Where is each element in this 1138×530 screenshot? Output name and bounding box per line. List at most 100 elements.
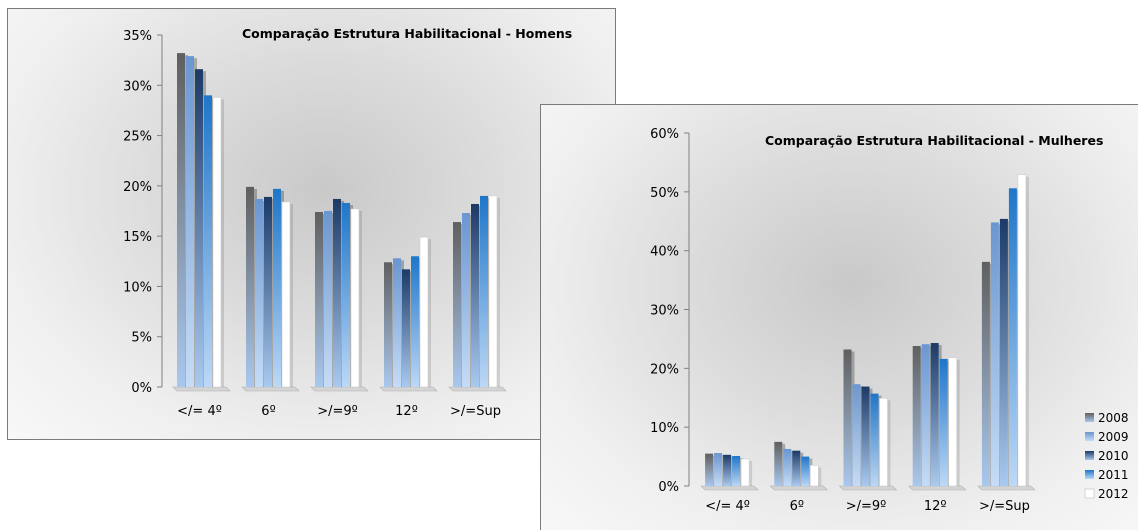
- bar: [801, 456, 810, 486]
- bar: [324, 211, 332, 387]
- category-floor: [172, 386, 231, 392]
- x-tick-label: </= 4º: [177, 404, 222, 419]
- bar: [212, 97, 222, 388]
- x-tick-label: </= 4º: [705, 499, 750, 514]
- y-tick-label: 10%: [123, 280, 152, 295]
- legend-label: 2010: [1098, 449, 1129, 463]
- bar-side: [221, 99, 224, 388]
- bar: [419, 236, 429, 388]
- bar: [488, 195, 498, 388]
- y-tick-label: 60%: [650, 127, 679, 142]
- bar: [1008, 188, 1017, 486]
- y-tick-label: 40%: [650, 245, 679, 260]
- bar: [912, 345, 921, 486]
- bar: [402, 269, 410, 387]
- category-floor: [241, 386, 300, 392]
- bar: [246, 186, 254, 387]
- bar: [264, 196, 272, 387]
- legend-swatch: [1085, 451, 1094, 460]
- legend-swatch: [1085, 470, 1094, 479]
- bar: [186, 56, 194, 388]
- bar: [861, 386, 870, 486]
- bar: [723, 454, 732, 486]
- chart-title: Comparação Estrutura Habilitacional - Mu…: [765, 133, 1103, 148]
- legend-swatch: [1085, 432, 1094, 441]
- y-tick-label: 25%: [123, 130, 152, 145]
- x-tick-label: >/=Sup: [450, 404, 501, 419]
- men-chart: Comparação Estrutura Habilitacional - Ho…: [123, 26, 572, 419]
- men-chart-panel: Comparação Estrutura Habilitacional - Ho…: [7, 8, 616, 440]
- bar: [333, 198, 341, 387]
- bar-side: [818, 467, 822, 486]
- bar: [792, 450, 801, 486]
- bar-side: [887, 400, 891, 486]
- bar: [843, 349, 852, 486]
- legend-label: 2008: [1098, 411, 1129, 425]
- x-tick-label: >/=Sup: [979, 499, 1030, 514]
- chart-title: Comparação Estrutura Habilitacional - Ho…: [242, 26, 572, 41]
- category-floor: [700, 485, 759, 491]
- bar: [852, 384, 861, 486]
- bar: [939, 358, 948, 486]
- bar: [999, 218, 1008, 486]
- legend-label: 2009: [1098, 430, 1129, 444]
- bar: [948, 357, 958, 487]
- bar: [930, 343, 939, 486]
- bar: [783, 448, 792, 486]
- bar: [921, 344, 930, 486]
- category-floor: [448, 386, 507, 392]
- category-floor: [838, 485, 898, 491]
- bar: [705, 453, 714, 486]
- y-tick-label: 20%: [650, 362, 679, 377]
- bar-side: [1025, 176, 1029, 486]
- category-floor: [769, 485, 829, 491]
- bar: [453, 222, 461, 387]
- x-tick-label: 6º: [790, 499, 804, 514]
- women-chart: Comparação Estrutura Habilitacional - Mu…: [650, 127, 1129, 514]
- bar: [281, 201, 291, 388]
- y-tick-label: 50%: [650, 186, 679, 201]
- y-tick-label: 5%: [131, 331, 152, 346]
- bar-side: [359, 210, 362, 387]
- y-tick-label: 30%: [123, 79, 152, 94]
- women-chart-panel: Comparação Estrutura Habilitacional - Mu…: [540, 104, 1138, 530]
- bar: [870, 393, 879, 486]
- bar-side: [428, 239, 431, 387]
- x-tick-label: >/=9º: [317, 404, 358, 419]
- bar: [350, 208, 360, 388]
- bar: [740, 458, 750, 487]
- y-tick-label: 35%: [123, 29, 152, 44]
- bar: [255, 198, 263, 387]
- bar-side: [290, 203, 293, 387]
- category-floor: [379, 386, 438, 392]
- bar: [981, 261, 990, 486]
- y-tick-label: 10%: [650, 421, 679, 436]
- y-tick-label: 30%: [650, 304, 679, 319]
- x-tick-label: 6º: [261, 404, 275, 419]
- legend-label: 2011: [1098, 468, 1129, 482]
- y-tick-label: 15%: [123, 230, 152, 245]
- bar: [384, 262, 392, 387]
- legend-swatch: [1085, 413, 1094, 422]
- bar-side: [749, 460, 753, 486]
- legend-swatch: [1084, 488, 1095, 499]
- bar: [471, 203, 479, 387]
- bar: [809, 465, 819, 487]
- y-tick-label: 0%: [658, 480, 679, 495]
- y-tick-label: 20%: [123, 180, 152, 195]
- bar: [393, 258, 401, 387]
- bar: [732, 455, 741, 486]
- category-floor: [977, 485, 1036, 491]
- bar: [204, 95, 212, 387]
- x-tick-label: >/=9º: [846, 499, 887, 514]
- bar: [315, 212, 323, 387]
- y-tick-label: 0%: [131, 381, 152, 396]
- bar: [480, 195, 488, 387]
- x-tick-label: 12º: [395, 404, 418, 419]
- bar: [879, 398, 888, 487]
- bar: [411, 256, 419, 387]
- bar: [714, 453, 723, 486]
- bar: [1017, 174, 1027, 487]
- bar: [774, 441, 783, 486]
- bar-side: [956, 359, 960, 486]
